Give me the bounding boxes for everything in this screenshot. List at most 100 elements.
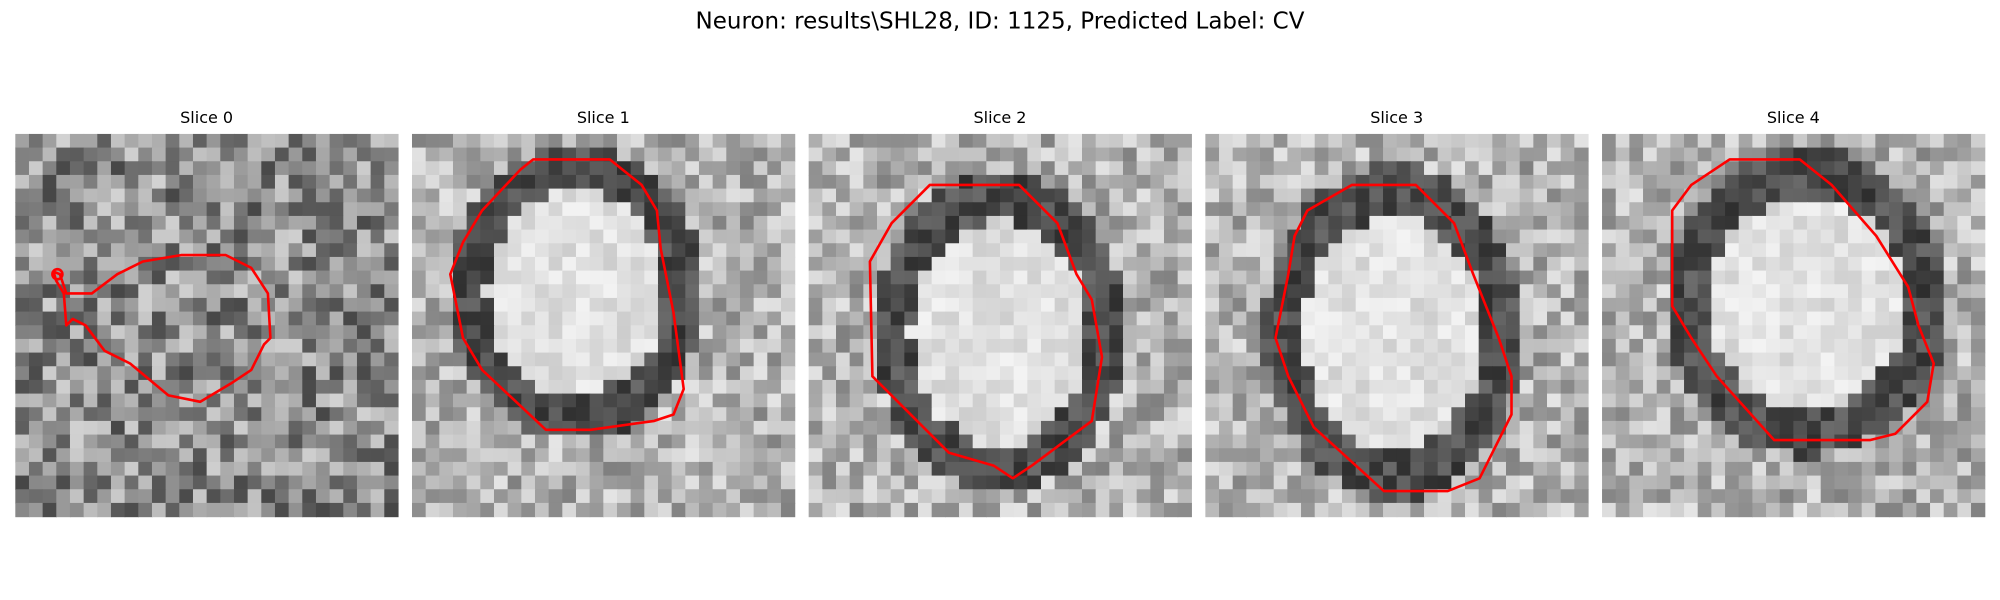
pixel: [698, 256, 714, 272]
pixel: [931, 188, 946, 203]
pixel: [1656, 366, 1671, 381]
pixel: [1533, 434, 1548, 449]
pixel: [288, 229, 303, 244]
pixel: [1437, 202, 1452, 217]
pixel: [1574, 379, 1589, 395]
pixel: [767, 161, 782, 176]
pixel: [1629, 311, 1644, 326]
pixel: [1013, 448, 1028, 463]
pixel: [959, 325, 974, 340]
pixel: [274, 229, 290, 244]
pixel: [918, 434, 933, 449]
pixel: [589, 379, 604, 395]
pixel: [972, 133, 987, 149]
pixel: [1355, 202, 1370, 217]
pixel: [1684, 352, 1699, 367]
pixel: [288, 393, 303, 408]
pixel: [1027, 215, 1042, 231]
pixel: [849, 366, 864, 381]
panel-title: Slice 2: [974, 108, 1027, 127]
pixel: [986, 174, 1001, 190]
pixel: [1150, 174, 1165, 190]
pixel: [343, 461, 358, 477]
pixel: [1807, 325, 1822, 340]
pixel: [1670, 461, 1685, 477]
pixel: [206, 256, 221, 272]
pixel: [534, 229, 550, 244]
pixel: [780, 161, 796, 176]
pixel: [302, 352, 317, 367]
pixel: [165, 448, 180, 463]
pixel: [836, 434, 851, 449]
pixel: [1478, 352, 1493, 367]
pixel: [1232, 366, 1247, 381]
pixel: [1041, 243, 1056, 258]
pixel: [124, 229, 139, 244]
pixel: [110, 475, 126, 490]
pixel: [1068, 379, 1083, 395]
pixel: [1301, 147, 1316, 162]
pixel: [808, 147, 823, 162]
pixel: [247, 256, 262, 272]
pixel: [1301, 338, 1316, 354]
pixel: [616, 188, 632, 203]
pixel: [288, 366, 303, 381]
pixel: [1861, 147, 1876, 162]
pixel: [849, 311, 864, 326]
pixel: [918, 475, 933, 490]
pixel: [1615, 202, 1630, 217]
pixel: [1163, 215, 1179, 231]
pixel: [1684, 393, 1699, 408]
pixel: [42, 161, 57, 176]
pixel: [1383, 461, 1398, 477]
pixel: [1971, 311, 1986, 326]
pixel: [247, 366, 262, 381]
pixel: [356, 475, 372, 490]
pixel: [1643, 311, 1658, 326]
pixel: [548, 352, 563, 367]
pixel: [220, 202, 235, 217]
pixel: [918, 379, 933, 395]
pixel: [356, 284, 372, 299]
pixel: [165, 420, 180, 436]
pixel: [1095, 461, 1110, 477]
pixel: [1177, 475, 1192, 490]
pixel: [589, 161, 604, 176]
pixel: [1752, 379, 1767, 395]
pixel: [986, 434, 1001, 449]
pixel: [151, 461, 167, 477]
pixel: [1027, 325, 1042, 340]
pixel: [1451, 147, 1466, 162]
pixel: [1861, 352, 1876, 367]
pixel: [1027, 352, 1042, 367]
pixel: [356, 325, 372, 340]
pixel: [261, 325, 276, 340]
pixel: [1123, 325, 1138, 340]
pixel: [1834, 284, 1849, 299]
pixel: [1793, 379, 1808, 395]
pixel: [28, 147, 44, 162]
pixel: [1150, 188, 1165, 203]
pixel: [302, 284, 317, 299]
pixel: [1095, 502, 1110, 518]
pixel: [849, 147, 864, 162]
pixel: [1492, 502, 1507, 518]
pixel: [1355, 379, 1370, 395]
pixel: [931, 366, 946, 381]
pixel: [1396, 202, 1411, 217]
pixel: [343, 188, 358, 203]
pixel: [233, 284, 249, 299]
pixel: [1082, 215, 1097, 231]
pixel: [69, 147, 85, 162]
pixel: [1615, 407, 1630, 422]
pixel: [931, 133, 946, 149]
pixel: [1875, 284, 1890, 299]
pixel: [233, 147, 249, 162]
pixel: [904, 461, 919, 477]
pixel: [1643, 366, 1658, 381]
pixel: [192, 420, 208, 436]
pixel: [959, 174, 974, 190]
image: [1602, 133, 1986, 518]
pixel: [1027, 256, 1042, 272]
pixel: [726, 256, 741, 272]
